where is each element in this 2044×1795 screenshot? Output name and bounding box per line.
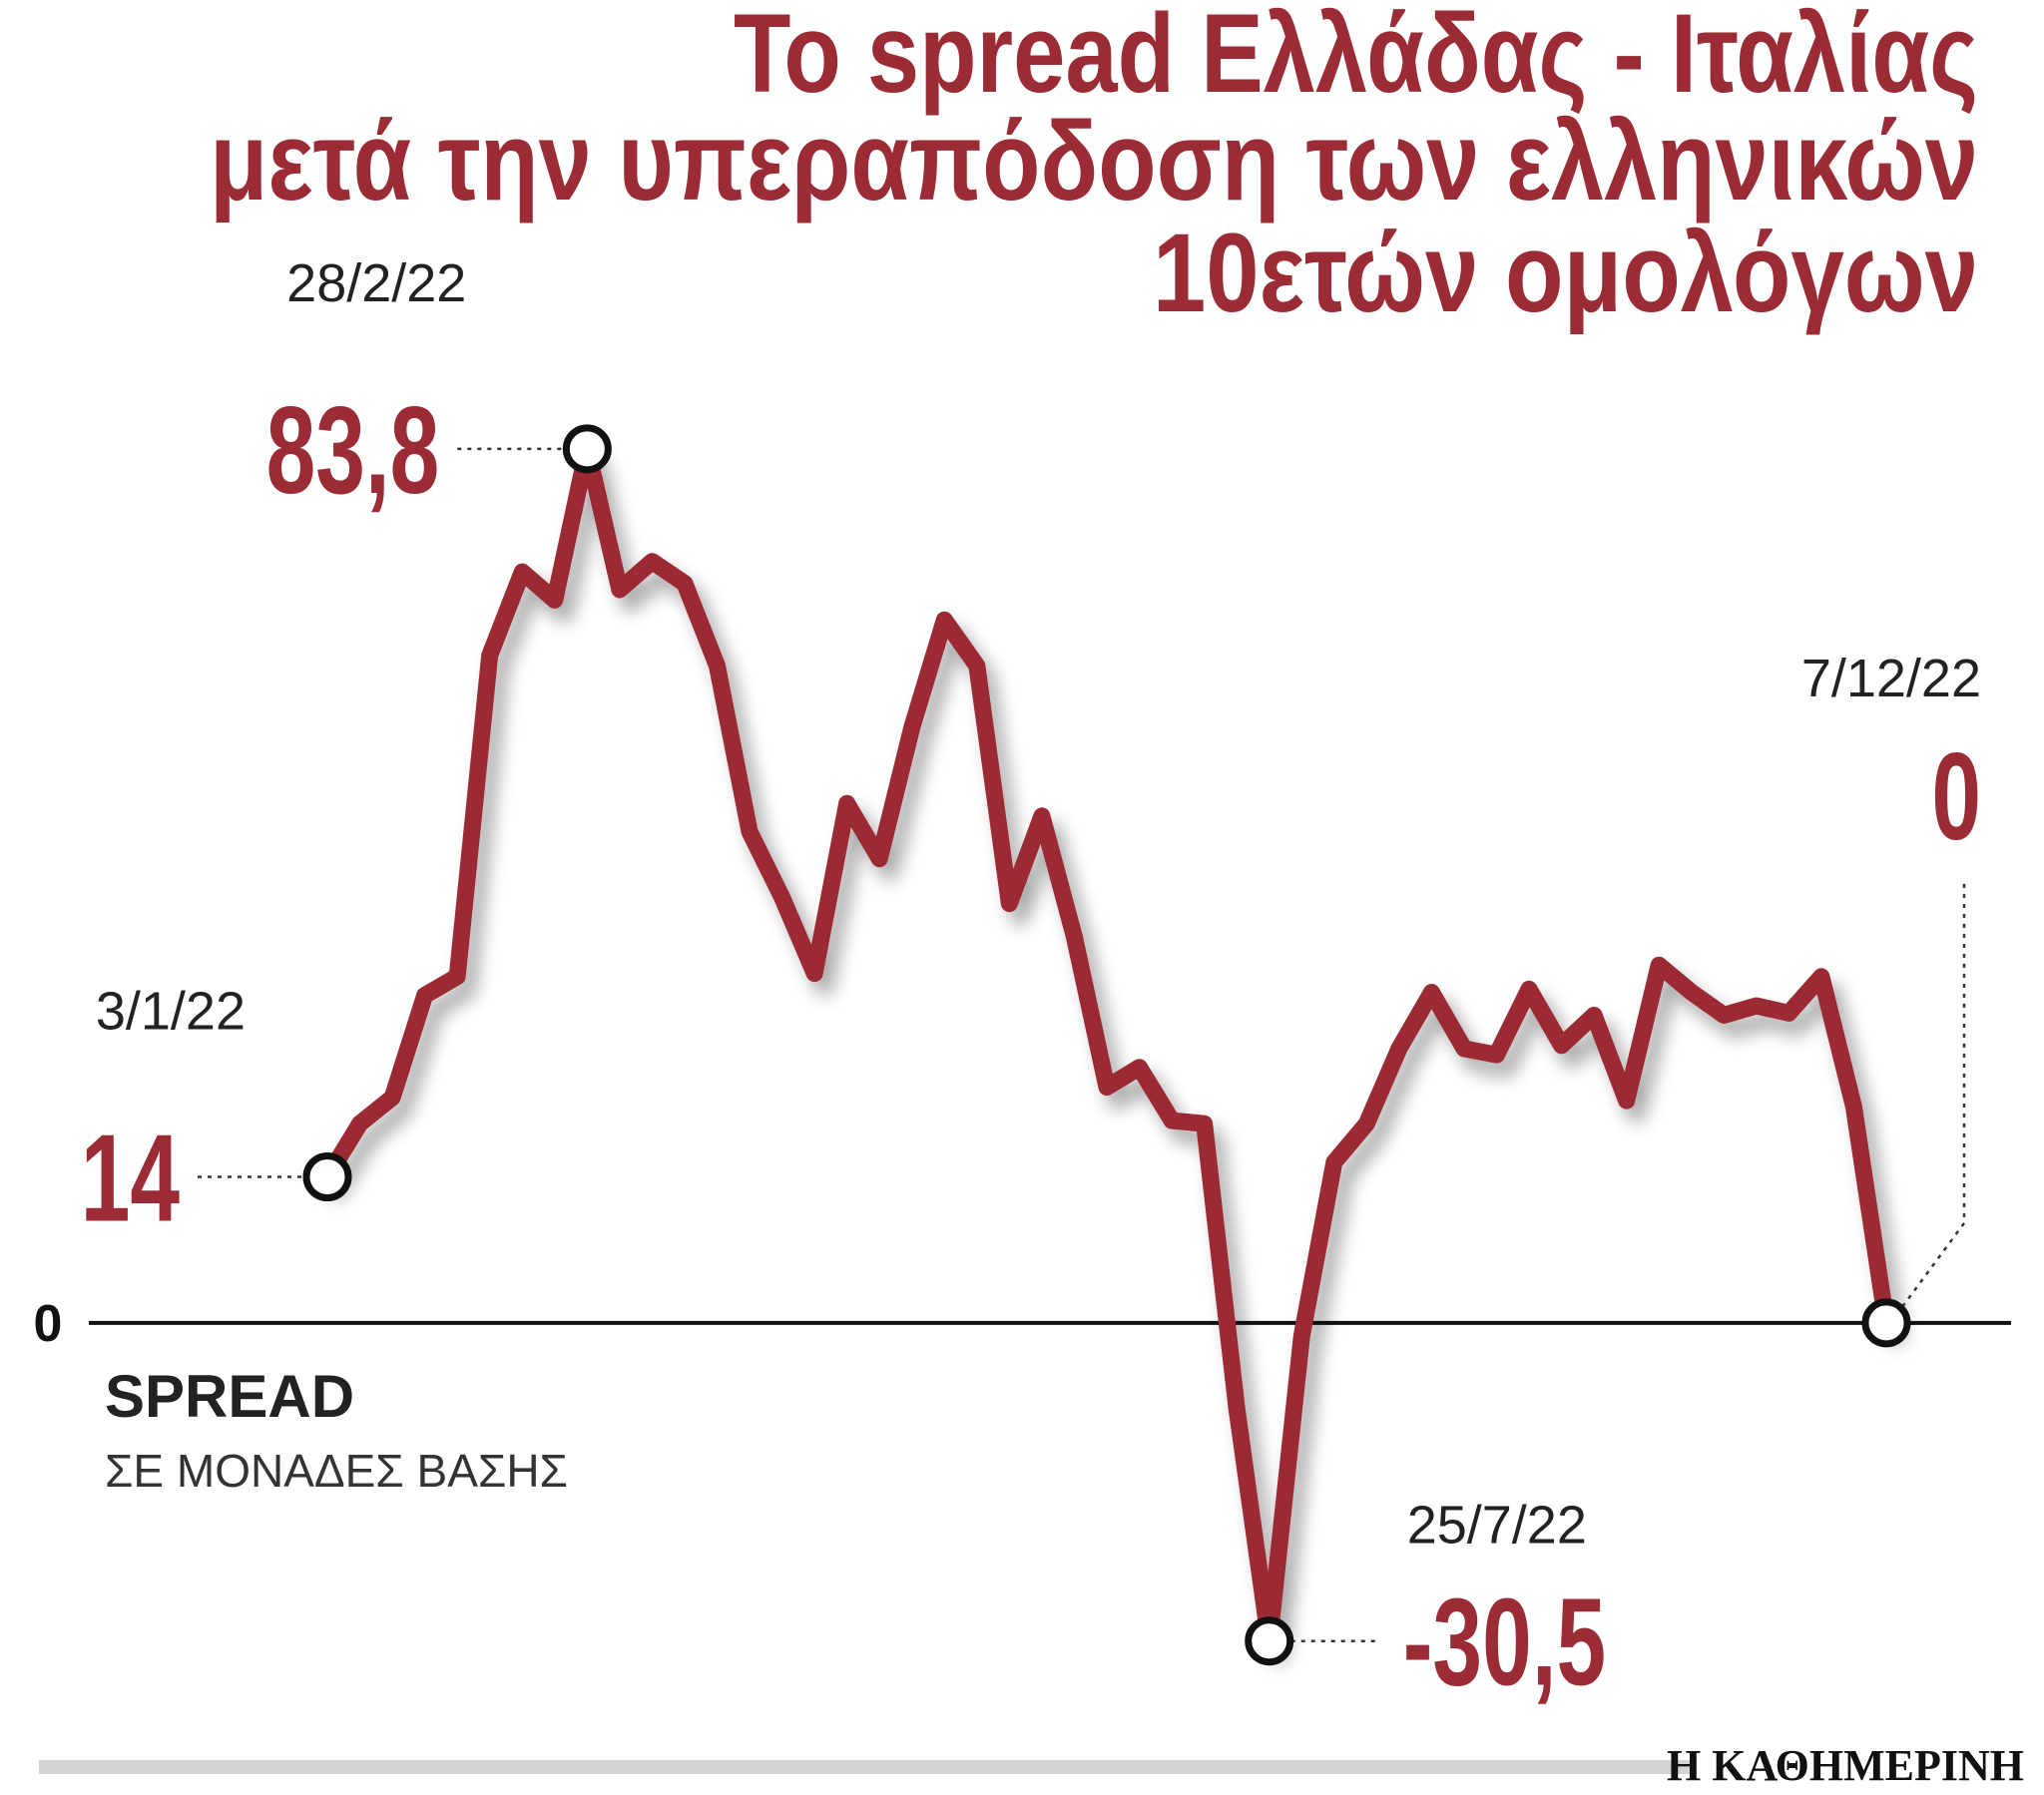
annotation: 0 (1931, 726, 1981, 865)
y-tick-label: 0 (34, 1295, 63, 1353)
source: Η ΚΑΘΗΜΕΡΙΝΗ (1667, 1741, 2024, 1790)
annotation-date: 7/12/22 (1801, 649, 1981, 708)
annotation: 83,8 (266, 380, 440, 519)
annotation-date: 25/7/22 (1407, 1496, 1587, 1556)
annotation: -30,5 (1403, 1572, 1606, 1711)
y-axis-title: SPREAD (105, 1363, 354, 1430)
point (302, 1151, 352, 1201)
chart-title: 10ετών ομολόγων (1153, 211, 1978, 335)
data-label: 0 (1931, 726, 1981, 865)
annotation: 14 (81, 1109, 180, 1247)
data-label: 14 (81, 1109, 180, 1247)
annotation-date: 28/2/22 (286, 253, 466, 313)
data-label: -30,5 (1403, 1572, 1606, 1711)
chart-title: μετά την υπεραπόδοση των ελληνικών (210, 99, 1978, 224)
chart-title: Το spread Ελλάδας - Ιταλίας (734, 0, 1978, 116)
leader-line (1900, 883, 1966, 1308)
point (1861, 1298, 1911, 1348)
annotation-date: 3/1/22 (96, 981, 246, 1041)
data-label: 83,8 (266, 380, 440, 519)
y-axis-subtitle: ΣΕ ΜΟΝΑΔΕΣ ΒΑΣΗΣ (105, 1445, 568, 1497)
point (562, 424, 612, 474)
point (1245, 1616, 1294, 1666)
footer-bar (39, 1760, 1697, 1774)
